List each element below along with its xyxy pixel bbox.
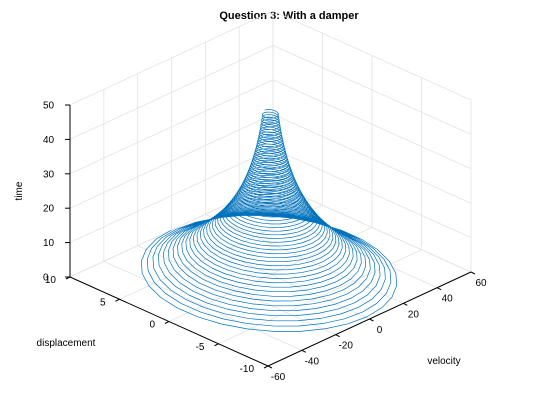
y-tick <box>264 366 268 368</box>
x-tick <box>268 366 272 368</box>
y-tick <box>116 299 120 301</box>
x-tick <box>403 303 407 305</box>
x-tick-label: -40 <box>305 356 320 367</box>
y-tick-label: -10 <box>240 364 255 375</box>
y-tick <box>165 322 169 324</box>
x-tick-label: -20 <box>338 341 353 352</box>
x-axis-label: velocity <box>427 356 460 367</box>
x-tick-label: 40 <box>442 294 454 305</box>
x-tick-label: 20 <box>408 309 420 320</box>
x-tick-label: 0 <box>377 325 383 336</box>
z-tick-label: 50 <box>43 101 55 112</box>
z-tick-label: 20 <box>43 204 55 215</box>
chart-title: Question 3: With a damper <box>219 10 359 22</box>
series-line <box>141 110 396 332</box>
x-tick <box>336 335 340 337</box>
z-tick-label: 10 <box>43 238 55 249</box>
x-tick <box>370 319 374 321</box>
x-tick-label: -60 <box>271 372 286 383</box>
y-tick-label: 10 <box>45 275 57 286</box>
z-tick-label: 30 <box>43 169 55 180</box>
y-tick-label: -5 <box>196 342 205 353</box>
x-tick-label: 60 <box>475 278 487 289</box>
y-tick <box>215 344 219 346</box>
x-tick <box>437 288 441 290</box>
y-axis-label: displacement <box>37 338 96 349</box>
y-tick-label: 5 <box>100 297 106 308</box>
z-tick-label: 40 <box>43 135 55 146</box>
x-tick <box>471 272 475 274</box>
x-tick <box>302 350 306 352</box>
z-axis-label: time <box>14 181 25 200</box>
y-tick-label: 0 <box>149 320 155 331</box>
data-layer <box>141 110 396 332</box>
